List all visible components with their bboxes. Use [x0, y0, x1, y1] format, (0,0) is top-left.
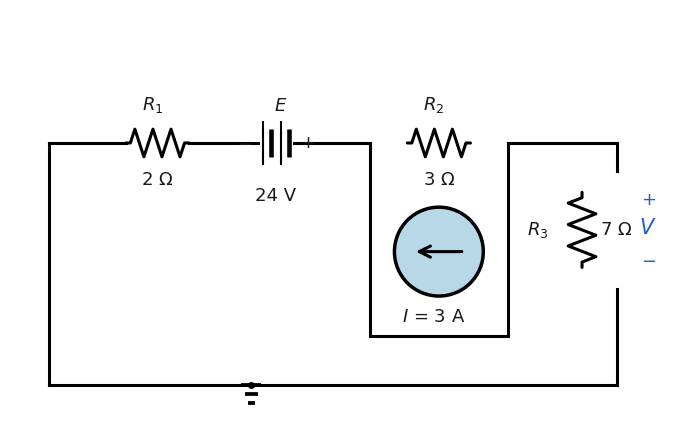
Text: 3 $\Omega$: 3 $\Omega$ — [423, 171, 455, 189]
Text: $R_2$: $R_2$ — [424, 95, 444, 115]
Text: $E$: $E$ — [274, 97, 288, 115]
Text: $R_1$: $R_1$ — [142, 95, 163, 115]
Text: $-$: $-$ — [640, 251, 656, 268]
Text: $+$: $+$ — [640, 191, 656, 209]
Text: $-$: $-$ — [237, 134, 252, 152]
Text: $I$ = 3 A: $I$ = 3 A — [402, 308, 466, 326]
Text: $V$: $V$ — [640, 218, 657, 238]
Text: 7 $\Omega$: 7 $\Omega$ — [600, 221, 632, 239]
Text: 2 $\Omega$: 2 $\Omega$ — [141, 171, 174, 189]
Text: $R_3$: $R_3$ — [527, 220, 548, 240]
Text: 24 V: 24 V — [256, 187, 297, 206]
Circle shape — [394, 207, 483, 296]
Text: $+$: $+$ — [300, 134, 315, 152]
